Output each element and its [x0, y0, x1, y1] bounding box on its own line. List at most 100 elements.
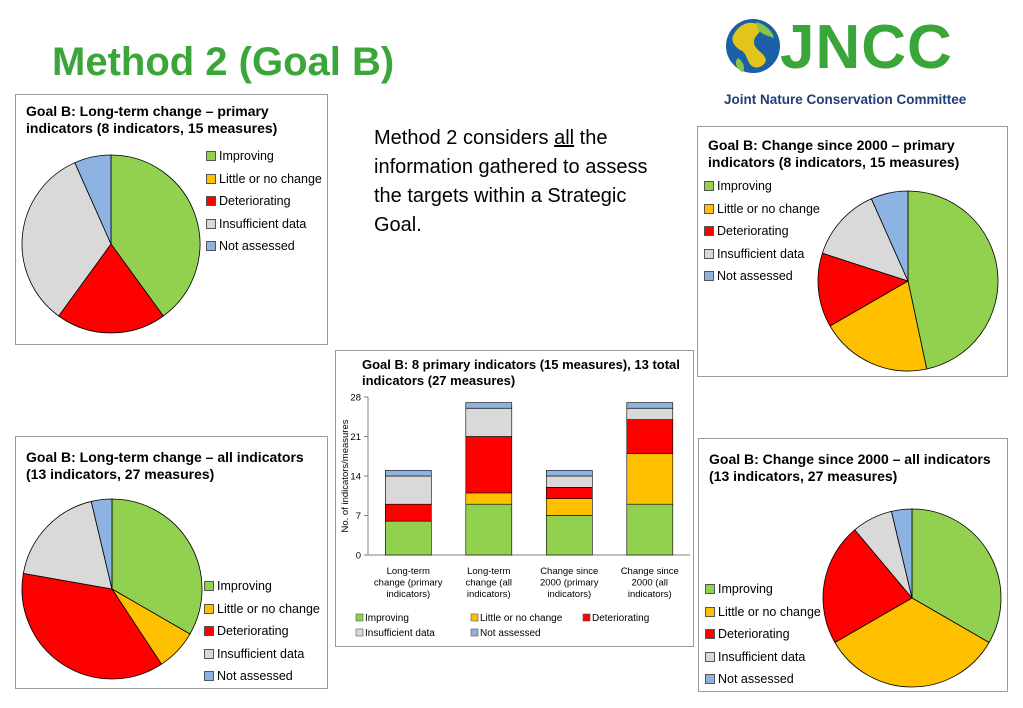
- pie-panel-since2000-all: Goal B: Change since 2000 – all indicato…: [698, 438, 1008, 692]
- legend-label: Little or no change: [217, 601, 320, 616]
- bar-segment-not-assessed: [626, 402, 674, 409]
- pie-slice-deteriorating: [822, 529, 913, 644]
- legend-swatch: [355, 628, 364, 637]
- chart-legend: Improving Little or no change Deterioratin…: [204, 575, 320, 688]
- legend-item-improving: Improving: [365, 613, 409, 624]
- legend-item-little-or-no-change: Little or no change: [704, 198, 820, 221]
- y-tick-label: 14: [350, 472, 361, 483]
- bar-segment-improving: [384, 520, 432, 556]
- legend-item-improving: Improving: [705, 578, 821, 601]
- bar-segment-insufficient-data: [384, 475, 432, 505]
- bar-segment-deteriorating: [626, 419, 674, 454]
- legend-label: Insufficient data: [217, 646, 305, 661]
- legend-label: Little or no change: [717, 201, 820, 216]
- x-tick-label: indicators): [628, 589, 672, 600]
- chart-legend: Improving Little or no change Deterioratin…: [206, 145, 322, 258]
- legend-item-little-or-no-change: Little or no change: [204, 598, 320, 621]
- legend-label: Improving: [217, 579, 272, 594]
- x-tick-label: Change since: [621, 566, 679, 577]
- legend-swatch: [705, 651, 715, 662]
- legend-swatch: [704, 226, 714, 237]
- legend-item-insufficient-data: Insufficient data: [204, 643, 320, 666]
- jncc-logo: JNCC Joint Nature Conservation Committee: [722, 8, 1012, 112]
- legend-swatch: [355, 613, 364, 622]
- legend-swatch: [704, 181, 714, 192]
- legend-label: Not assessed: [717, 269, 793, 284]
- pie-chart: [21, 154, 201, 334]
- pie-slice-insufficient-data: [821, 198, 909, 282]
- legend-label: Little or no change: [718, 604, 821, 619]
- legend-item-improving: Improving: [704, 175, 820, 198]
- bar-segment-little-or-no-change: [465, 492, 513, 505]
- x-tick-label: Long-term: [467, 566, 510, 577]
- legend-item-deteriorating: Deteriorating: [704, 220, 820, 243]
- legend-label: Insufficient data: [219, 216, 307, 231]
- x-tick-label: Long-term: [387, 566, 430, 577]
- legend-swatch: [704, 203, 714, 214]
- description-emphasis: all: [554, 127, 575, 149]
- bar-segment-deteriorating: [465, 436, 513, 494]
- legend-swatch: [582, 613, 591, 622]
- y-tick-label: 7: [356, 511, 361, 522]
- pie-chart: [21, 498, 203, 680]
- legend-swatch: [204, 603, 214, 614]
- legend-item-improving: Improving: [204, 575, 320, 598]
- pie-slice-improving: [911, 508, 1002, 644]
- legend-swatch: [470, 628, 479, 637]
- legend-swatch: [704, 271, 714, 282]
- description-text-end: the information gathered to assess the t…: [374, 127, 648, 236]
- x-tick-label: Change since: [540, 566, 598, 577]
- legend-item-little-or-no-change: Little or no change: [480, 613, 563, 624]
- pie-slice-improving: [907, 190, 999, 370]
- chart-legend: Improving Little or no change Deterioratin…: [704, 175, 820, 288]
- legend-swatch: [206, 218, 216, 229]
- legend-item-deteriorating: Deteriorating: [206, 190, 322, 213]
- pie-slice-deteriorating: [58, 243, 164, 334]
- bar-segment-deteriorating: [384, 503, 432, 522]
- legend-label: Deteriorating: [718, 627, 790, 642]
- bar-segment-not-assessed: [546, 470, 593, 477]
- legend-swatch: [204, 671, 214, 682]
- bar-segment-little-or-no-change: [626, 453, 674, 505]
- pie-slice-not-assessed: [890, 508, 913, 599]
- y-axis-label: No. of indicators/measures: [340, 419, 351, 532]
- x-tick-label: change (all: [466, 578, 512, 589]
- pie-slice-insufficient-data: [21, 162, 112, 317]
- legend-label: Not assessed: [219, 239, 295, 254]
- slide-title: Method 2 (Goal B): [52, 40, 395, 84]
- bar-segment-improving: [465, 503, 513, 556]
- legend-swatch: [204, 648, 214, 659]
- legend-swatch: [705, 584, 715, 595]
- bar-segment-insufficient-data: [626, 407, 674, 420]
- legend-label: Insufficient data: [717, 246, 805, 261]
- legend-item-not-assessed: Not assessed: [704, 265, 820, 288]
- bar-segment-insufficient-data: [465, 407, 513, 437]
- stacked-bar-chart: 0 7 14 21 28 No. of indicators/measures Long-t…: [340, 393, 690, 639]
- legend-item-little-or-no-change: Little or no change: [705, 601, 821, 624]
- legend-swatch: [705, 629, 715, 640]
- x-tick-label: 2000 (primary: [540, 578, 599, 589]
- legend-item-deteriorating: Deteriorating: [592, 613, 649, 624]
- legend-item-insufficient-data: Insufficient data: [705, 646, 821, 669]
- bar-segment-not-assessed: [465, 402, 513, 409]
- globe-icon: [726, 19, 780, 73]
- pie-slice-not-assessed: [74, 154, 112, 245]
- pie-panel-since2000-primary: Goal B: Change since 2000 – primary indi…: [697, 126, 1008, 377]
- chart-legend: Improving Little or no change Deterioratin…: [705, 578, 821, 691]
- legend-label: Not assessed: [718, 672, 794, 687]
- chart-title: Goal B: Long-term change – primary indic…: [26, 103, 278, 136]
- logo-wordmark: JNCC: [780, 13, 953, 82]
- chart-title: Goal B: Change since 2000 – primary indi…: [708, 137, 960, 170]
- legend-item-deteriorating: Deteriorating: [705, 623, 821, 646]
- legend-label: Improving: [717, 179, 772, 194]
- legend-item-not-assessed: Not assessed: [480, 628, 541, 639]
- x-tick-label: 2000 (all: [632, 578, 668, 589]
- legend-item-insufficient-data: Insufficient data: [704, 243, 820, 266]
- legend-swatch: [206, 241, 216, 252]
- chart-title: Goal B: 8 primary indicators (15 measure…: [362, 357, 680, 388]
- x-tick-label: indicators): [386, 589, 430, 600]
- legend-label: Insufficient data: [718, 649, 806, 664]
- legend-label: Not assessed: [217, 669, 293, 684]
- logo-subtitle: Joint Nature Conservation Committee: [724, 92, 967, 107]
- bar-segment-improving: [546, 515, 593, 556]
